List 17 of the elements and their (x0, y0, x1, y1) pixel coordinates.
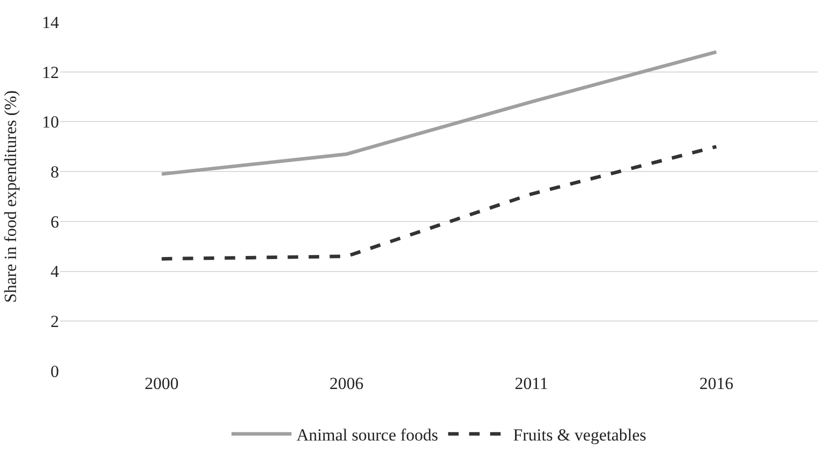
line-series (160, 50, 718, 176)
x-tick-label: 2006 (330, 374, 364, 393)
line-series (160, 144, 718, 261)
y-axis-title: Share in food expenditures (%) (1, 90, 20, 303)
y-tick-label: 14 (42, 12, 60, 32)
x-tick-label: 2016 (699, 374, 734, 393)
x-tick-label: 2000 (144, 374, 179, 393)
y-tick-label: 2 (50, 312, 59, 332)
legend-label: Animal source foods (296, 426, 438, 445)
y-tick-label: 10 (42, 112, 59, 132)
y-tick-label: 6 (50, 212, 59, 232)
y-tick-label: 12 (42, 62, 59, 82)
y-tick-label: 8 (50, 162, 59, 182)
x-tick-label: 2011 (514, 374, 548, 393)
y-tick-label: 0 (50, 362, 59, 381)
legend-label: Fruits & vegetables (513, 426, 646, 445)
y-tick-label: 4 (50, 262, 60, 282)
